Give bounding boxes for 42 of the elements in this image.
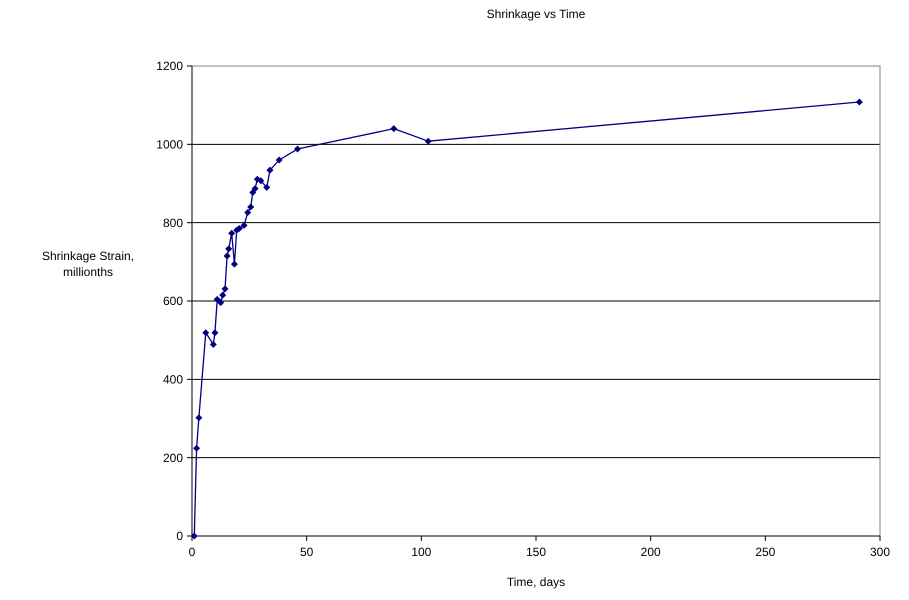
x-tick-label: 300 bbox=[870, 545, 890, 559]
y-tick-label: 200 bbox=[162, 450, 184, 465]
point bbox=[244, 208, 252, 216]
x-tick-label: 100 bbox=[411, 545, 432, 559]
y-axis-title: Shrinkage Strain, millionths bbox=[42, 248, 134, 279]
point bbox=[193, 444, 200, 452]
point bbox=[202, 329, 210, 336]
point bbox=[257, 177, 264, 184]
point bbox=[266, 166, 274, 174]
y-tick-label: 800 bbox=[162, 216, 184, 230]
chart-title: Shrinkage vs Time bbox=[486, 7, 586, 21]
y-tick-label: 1200 bbox=[156, 59, 184, 74]
point bbox=[390, 125, 398, 132]
point bbox=[211, 329, 218, 336]
y-tick-label: 600 bbox=[162, 294, 184, 308]
point bbox=[240, 222, 248, 229]
x-tick-label: 250 bbox=[755, 545, 776, 559]
point bbox=[856, 98, 863, 106]
point bbox=[224, 252, 231, 260]
x-tick-label: 0 bbox=[188, 545, 196, 559]
point bbox=[247, 204, 254, 210]
x-tick-label: 150 bbox=[526, 545, 546, 559]
point bbox=[210, 340, 217, 348]
y-tick-label: 1000 bbox=[156, 138, 184, 152]
point bbox=[276, 156, 283, 164]
point bbox=[294, 146, 301, 153]
point bbox=[214, 296, 221, 303]
point bbox=[252, 185, 259, 192]
x-axis-title: Time, days bbox=[506, 575, 566, 589]
y-tick-label: 400 bbox=[162, 372, 184, 387]
point bbox=[230, 260, 238, 268]
point bbox=[228, 230, 236, 237]
x-tick-label: 200 bbox=[640, 545, 661, 559]
point bbox=[195, 414, 202, 422]
point bbox=[217, 299, 224, 306]
point bbox=[225, 245, 232, 252]
y-tick-label: 0 bbox=[176, 529, 184, 544]
point bbox=[263, 184, 270, 191]
point bbox=[219, 292, 226, 299]
x-tick-label: 50 bbox=[300, 545, 314, 559]
point bbox=[424, 138, 432, 145]
point bbox=[222, 285, 229, 292]
